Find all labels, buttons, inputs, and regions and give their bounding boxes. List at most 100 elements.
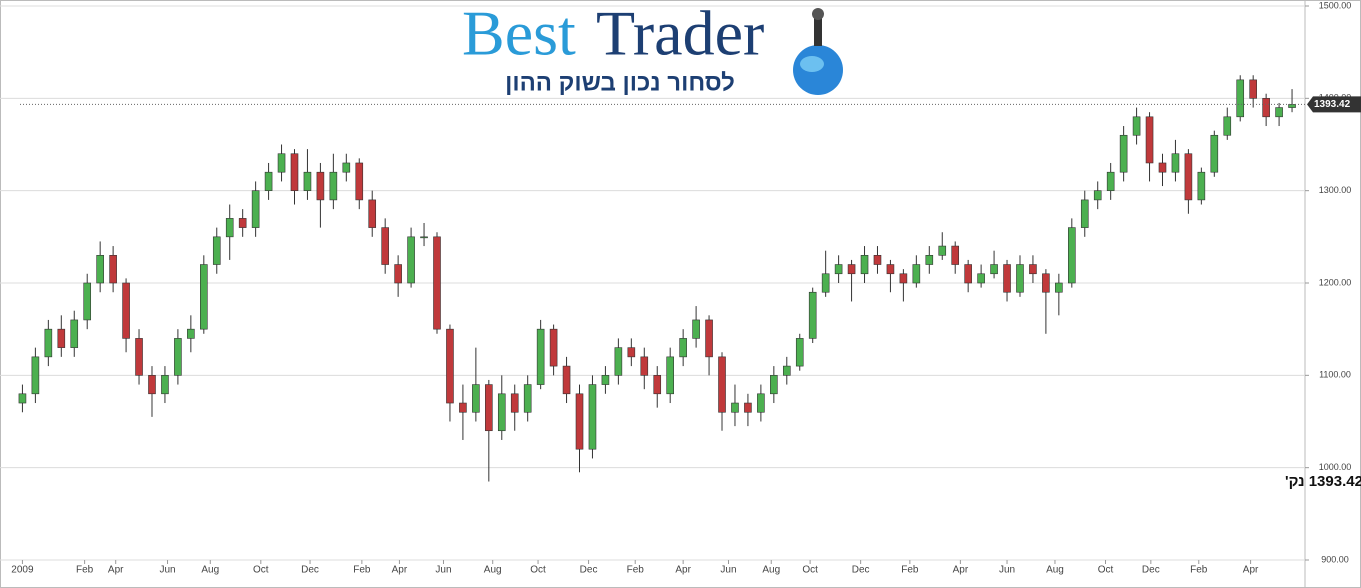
candle-body	[1055, 282, 1063, 293]
candle-body	[277, 153, 286, 173]
x-tick-label: Jun	[435, 565, 451, 576]
candle-body	[912, 264, 921, 284]
candle-body	[614, 347, 623, 376]
candle-body	[640, 356, 649, 376]
x-tick-label: Feb	[1190, 565, 1208, 576]
candle-body	[1093, 190, 1102, 201]
candle-body	[873, 255, 882, 265]
candle-body	[381, 227, 389, 265]
x-tick-label: Aug	[484, 565, 502, 576]
candle-body	[977, 273, 985, 284]
candle-body	[316, 171, 325, 201]
candle-body	[744, 402, 752, 413]
x-tick-label: Dec	[1142, 565, 1160, 576]
candle-body	[1106, 171, 1115, 191]
x-tick-label: Feb	[76, 565, 94, 576]
x-tick-label: 2009	[11, 565, 34, 576]
candle-body	[886, 264, 895, 275]
candle-body	[990, 264, 998, 275]
candle-body	[31, 356, 40, 395]
candle-body	[394, 264, 402, 284]
candle-body	[601, 375, 610, 385]
candle-body	[44, 328, 53, 358]
candle-body	[225, 218, 234, 238]
x-tick-label: Apr	[392, 565, 408, 576]
x-tick-label: Jun	[720, 565, 736, 576]
candle-body	[834, 264, 843, 275]
candle-body	[200, 264, 208, 330]
candle-body	[860, 255, 869, 275]
x-tick-label: Oct	[253, 565, 269, 576]
x-tick-label: Dec	[580, 565, 598, 576]
candle-body	[757, 393, 765, 413]
candle-body	[1016, 264, 1024, 293]
x-tick-label: Apr	[953, 565, 969, 576]
candle-body	[627, 347, 636, 358]
candle-body	[290, 153, 299, 191]
candle-body	[1119, 134, 1128, 173]
candle-body	[899, 273, 908, 284]
x-tick-label: Aug	[762, 565, 780, 576]
candle-body	[187, 328, 195, 339]
x-tick-label: Apr	[1243, 565, 1259, 576]
x-tick-label: Feb	[901, 565, 919, 576]
x-tick-label: Aug	[1046, 565, 1064, 576]
candle-body	[1197, 171, 1206, 201]
y-tick-label: 1500.00	[1319, 0, 1352, 10]
candle-body	[433, 236, 441, 330]
y-tick-label: 1300.00	[1319, 185, 1352, 195]
candle-body	[653, 375, 662, 395]
candle-body	[523, 384, 532, 413]
logo-figure-head	[812, 8, 824, 20]
candle-body	[1262, 98, 1270, 118]
logo-tagline: לסחור נכון בשוק ההון	[505, 69, 735, 96]
x-tick-label: Dec	[301, 565, 319, 576]
logo-best: Best	[462, 0, 576, 69]
candle-body	[497, 393, 506, 432]
candle-body	[329, 171, 338, 201]
candle-body	[135, 338, 143, 376]
candle-body	[666, 356, 674, 395]
x-tick-label: Dec	[852, 565, 870, 576]
candle-body	[303, 171, 312, 191]
candle-body	[1003, 264, 1011, 293]
candle-body	[264, 171, 273, 191]
candle-body	[485, 384, 493, 432]
candle-body	[1171, 153, 1180, 173]
x-tick-label: Jun	[999, 565, 1015, 576]
x-tick-label: Feb	[627, 565, 645, 576]
logo-trader: Trader	[596, 0, 764, 69]
candle-body	[705, 319, 713, 358]
x-tick-label: Oct	[530, 565, 546, 576]
y-tick-label: 1000.00	[1319, 462, 1352, 472]
candle-body	[420, 236, 428, 239]
candle-body	[679, 338, 687, 358]
candle-body	[536, 328, 545, 385]
candle-body	[718, 356, 726, 413]
candle-body	[808, 291, 817, 339]
x-tick-label: Jun	[159, 565, 175, 576]
candle-body	[70, 319, 79, 348]
candle-body	[459, 402, 467, 413]
candle-body	[407, 236, 415, 284]
candle-body	[355, 162, 364, 201]
candle-body	[1275, 107, 1283, 118]
candle-body	[821, 273, 830, 293]
x-tick-label: Aug	[201, 565, 219, 576]
candle-body	[83, 282, 92, 321]
candle-body	[951, 245, 960, 265]
candle-body	[1210, 134, 1219, 173]
candle-body	[342, 162, 351, 173]
candle-body	[938, 245, 947, 256]
candle-body	[782, 365, 791, 376]
last-price-tag	[1307, 96, 1361, 113]
candle-body	[1236, 79, 1245, 118]
candle-body	[510, 393, 519, 413]
candle-body	[1145, 116, 1154, 164]
candle-body	[1080, 199, 1089, 228]
candle-body	[925, 255, 934, 265]
candle-body	[161, 375, 169, 395]
candle-body	[57, 328, 66, 348]
candle-body	[1249, 79, 1257, 99]
